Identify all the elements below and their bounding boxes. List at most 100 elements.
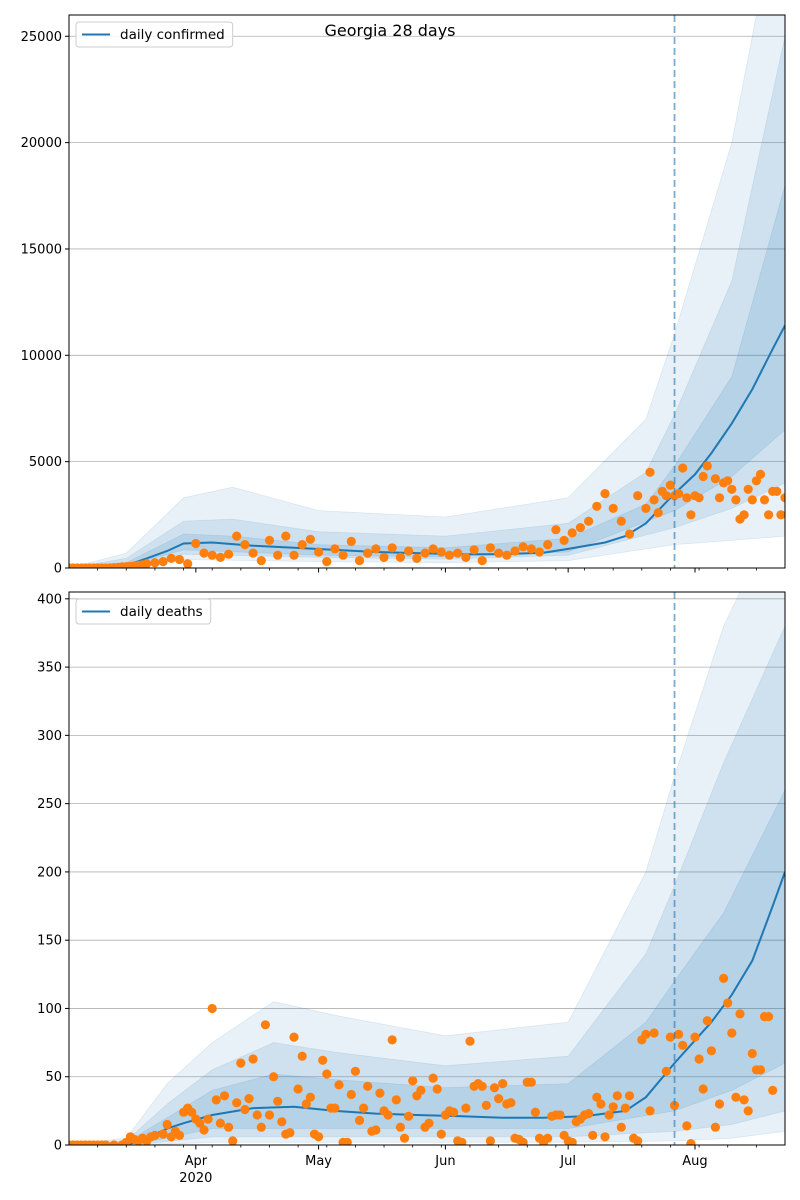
observed-point — [334, 1080, 344, 1090]
observed-point — [768, 1085, 778, 1095]
observed-point — [305, 534, 315, 544]
observed-point — [301, 1099, 311, 1109]
observed-point — [457, 1137, 467, 1145]
observed-point — [694, 1054, 704, 1064]
confirmed-panel: 0 5000 10000 15000 20000 25000 daily confirmed… — [21, 14, 786, 577]
observed-point — [285, 1128, 295, 1138]
observed-point — [174, 1130, 185, 1140]
deaths-panel: 0 50 100 150 200 250 300 350 400 Apr 2020 May Jun Jul… — [37, 591, 786, 1186]
observed-point — [551, 525, 561, 535]
observed-point — [273, 550, 283, 560]
observed-point — [228, 1136, 238, 1145]
observed-point — [207, 550, 217, 560]
legend-label: daily confirmed — [120, 27, 225, 43]
observed-point — [142, 559, 152, 568]
median-line — [69, 871, 785, 1145]
observed-point — [710, 1122, 721, 1132]
y-tick-label: 100 — [37, 1002, 62, 1017]
observed-point — [494, 1094, 504, 1104]
y-tick-label: 15000 — [21, 242, 62, 257]
observed-point — [518, 542, 528, 552]
observed-point — [772, 486, 782, 496]
observed-point — [215, 552, 225, 563]
observed-point — [592, 501, 602, 511]
observed-point — [653, 508, 663, 518]
observed-point — [764, 510, 774, 520]
observed-point — [698, 1084, 708, 1094]
observed-point — [199, 548, 209, 558]
axes-frame — [68, 591, 786, 1146]
observed-point — [567, 1137, 577, 1145]
y-tick-label: 25000 — [21, 30, 62, 45]
observed-point — [694, 493, 704, 503]
observed-point — [162, 1119, 172, 1130]
observed-point — [363, 548, 373, 558]
x-tick-label: Aug — [682, 1154, 707, 1169]
observed-point — [735, 1009, 745, 1019]
observed-point — [641, 503, 651, 513]
observed-point — [338, 550, 348, 560]
observed-point — [428, 544, 438, 554]
x-tick-label: May — [305, 1154, 332, 1169]
observed-point — [714, 493, 725, 503]
observed-point — [224, 1122, 234, 1132]
observed-point — [424, 1118, 434, 1128]
observed-point — [624, 529, 635, 539]
observed-point — [211, 1095, 221, 1105]
observed-point — [195, 1118, 205, 1128]
observed-point — [739, 510, 749, 520]
observed-point — [379, 552, 389, 563]
x-tick-label: Jul — [559, 1154, 576, 1169]
observed-point — [616, 516, 626, 526]
observed-point — [191, 538, 201, 549]
observed-point — [240, 1104, 250, 1115]
observed-point — [256, 1122, 266, 1132]
y-tick-label: 250 — [37, 797, 62, 812]
observed-point — [600, 489, 610, 499]
uncertainty-band-1 — [69, 625, 785, 1145]
observed-point — [158, 557, 168, 567]
observed-point — [420, 548, 430, 558]
observed-point — [686, 510, 696, 520]
y-tick-label: 150 — [37, 934, 62, 949]
observed-point — [534, 547, 545, 557]
observed-point — [714, 1099, 725, 1109]
observed-point — [624, 1091, 635, 1101]
observed-point — [620, 1103, 631, 1113]
observed-point — [350, 1066, 360, 1076]
observed-point — [723, 476, 733, 486]
observed-point — [236, 1058, 246, 1068]
observed-point — [150, 558, 160, 568]
observed-point — [645, 467, 655, 477]
observed-point — [158, 1129, 168, 1139]
observed-point — [698, 471, 708, 482]
legend-box — [75, 21, 234, 48]
y-tick-label: 5000 — [29, 455, 62, 470]
observed-point — [747, 495, 757, 505]
observed-point — [330, 1103, 340, 1113]
observed-point — [747, 1048, 757, 1059]
observed-point — [543, 540, 553, 550]
observed-point — [101, 1140, 111, 1145]
observed-point — [330, 544, 340, 554]
observed-point — [383, 1110, 393, 1120]
observed-point — [530, 1107, 541, 1117]
observed-point — [412, 553, 422, 564]
observed-point — [273, 1096, 283, 1106]
observed-point — [592, 1092, 602, 1102]
observed-point — [465, 1036, 475, 1046]
observed-point — [690, 1032, 700, 1042]
observed-point — [494, 548, 504, 558]
y-tick-label: 200 — [37, 865, 62, 880]
observed-point — [588, 1130, 598, 1140]
observed-point — [240, 540, 250, 550]
observed-point — [289, 1032, 299, 1042]
observed-point — [510, 546, 520, 556]
legend: daily deaths — [75, 598, 212, 625]
observed-point — [649, 1028, 659, 1038]
y-tick-label: 400 — [37, 592, 62, 607]
observed-point — [686, 1139, 696, 1145]
observed-point — [404, 546, 414, 556]
observed-point — [596, 1099, 606, 1109]
